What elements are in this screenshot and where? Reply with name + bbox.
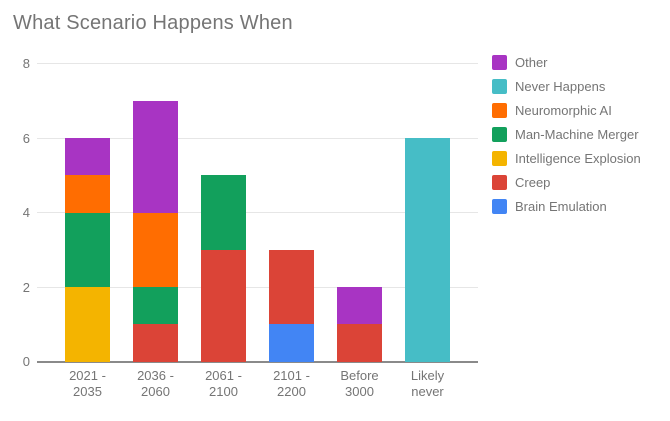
legend-item-creep[interactable]: Creep [492,170,641,194]
bar-segment-other[interactable] [337,287,382,325]
legend-label: Other [515,54,548,70]
legend-swatch-brain-emulation [492,198,507,214]
bar-segment-other[interactable] [65,138,110,176]
legend-swatch-intelligence-explosion [492,150,507,166]
bar-segment-man-machine-merger[interactable] [133,287,178,325]
bar-segment-never-happens[interactable] [405,138,450,362]
legend-label: Never Happens [515,78,606,94]
gridline [37,137,478,139]
x-axis-line [37,360,478,363]
y-axis-tick-label: 0 [22,354,30,369]
y-axis-tick-label: 2 [22,279,30,295]
bar-segment-other[interactable] [133,100,178,213]
legend-label: Intelligence Explosion [515,150,641,166]
legend-swatch-man-machine-merger [492,126,507,142]
legend-label: Brain Emulation [515,198,607,214]
legend-item-brain-emulation[interactable]: Brain Emulation [492,194,641,218]
legend-swatch-never-happens [492,78,507,94]
y-axis-tick-label: 4 [22,205,30,220]
gridline [37,212,478,213]
legend-item-man-machine-merger[interactable]: Man-Machine Merger [492,122,641,146]
bar-segment-creep[interactable] [337,324,382,362]
bar-segment-creep[interactable] [133,324,178,362]
legend-item-other[interactable]: Other [492,50,641,74]
legend-swatch-neuromorphic-ai [492,102,507,118]
x-axis-category-label: 2036 - 2060 [137,367,174,399]
y-axis-tick-label: 8 [22,56,30,71]
bar-segment-neuromorphic-ai[interactable] [65,175,110,213]
bar-segment-brain-emulation[interactable] [269,324,314,362]
legend-swatch-creep [492,174,507,190]
x-axis-category-label: 2101 - 2200 [273,367,310,399]
bar-segment-creep[interactable] [269,249,314,325]
x-axis-category-label: 2061 - 2100 [205,367,242,399]
gridline [37,63,478,64]
bar-segment-neuromorphic-ai[interactable] [133,212,178,287]
y-axis-tick-label: 6 [22,130,30,146]
bar-segment-intelligence-explosion[interactable] [65,287,110,362]
legend: Other Never Happens Neuromorphic AI Man-Mac… [492,50,641,218]
legend-label: Man-Machine Merger [515,126,639,142]
legend-label: Neuromorphic AI [515,102,612,118]
chart-title: What Scenario Happens When [13,12,293,34]
bar-segment-man-machine-merger[interactable] [201,175,246,250]
bar-segment-man-machine-merger[interactable] [65,212,110,287]
legend-item-intelligence-explosion[interactable]: Intelligence Explosion [492,146,641,170]
bar-segment-creep[interactable] [201,249,246,362]
x-axis-category-label: Before 3000 [340,367,379,399]
x-axis-category-label: Likely never [410,367,445,399]
x-axis-category-label: 2021 - 2035 [69,367,106,399]
legend-swatch-other [492,54,507,70]
legend-item-neuromorphic-ai[interactable]: Neuromorphic AI [492,98,641,122]
gridline [37,286,478,288]
legend-item-never-happens[interactable]: Never Happens [492,74,641,98]
legend-label: Creep [515,174,551,190]
